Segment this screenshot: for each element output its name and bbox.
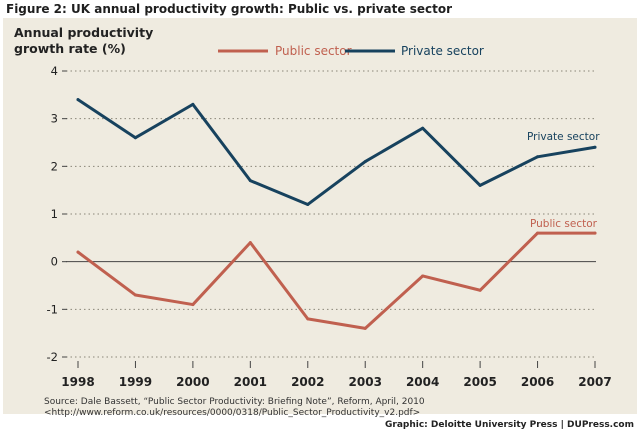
x-tick-label: 2002 <box>291 375 324 389</box>
chart-panel <box>3 18 637 414</box>
private-sector-line <box>76 98 597 206</box>
y-tick-label: 0 <box>51 255 58 269</box>
y-tick-label: 2 <box>51 159 58 173</box>
private-sector-point <box>306 202 310 206</box>
figure-title: Figure 2: UK annual productivity growth:… <box>6 2 452 16</box>
private-sector-point <box>133 136 137 140</box>
private-sector-annotation: Private sector <box>527 131 600 143</box>
legend-private-label: Private sector <box>401 44 484 58</box>
y-axis-label-line1: Annual productivity <box>14 25 153 40</box>
x-tick-label: 2004 <box>406 375 439 389</box>
public-sector-point <box>536 231 540 235</box>
private-sector-point <box>248 179 252 183</box>
series-lines <box>76 98 597 330</box>
x-tick-label: 1999 <box>119 375 152 389</box>
private-sector-point <box>76 98 80 102</box>
public-sector-point <box>421 274 425 278</box>
public-sector-point <box>593 231 597 235</box>
x-tick-label: 2005 <box>463 375 496 389</box>
y-axis-ticks: 4 3 2 1 0 -1 -2 <box>47 64 67 364</box>
private-sector-point <box>478 183 482 187</box>
x-tick-label: 2000 <box>176 375 209 389</box>
y-tick-label: -2 <box>47 350 58 364</box>
legend-public-label: Public sector <box>275 44 352 58</box>
x-axis-ticks: 1998 1999 2000 2001 2002 2003 2004 2005 2006 2007 <box>61 361 612 389</box>
public-sector-annotation: Public sector <box>530 218 598 230</box>
y-axis-label-line2: growth rate (%) <box>14 41 126 56</box>
y-tick-label: 4 <box>51 64 58 78</box>
private-sector-point <box>536 155 540 159</box>
y-tick-label: -1 <box>47 302 58 316</box>
public-sector-point <box>478 288 482 292</box>
graphic-credit: Graphic: Deloitte University Press | DUP… <box>385 420 634 430</box>
private-sector-point <box>191 102 195 106</box>
source-line-2: <http://www.reform.co.uk/resources/0000/… <box>44 408 420 418</box>
y-tick-label: 3 <box>51 112 58 126</box>
public-sector-line <box>76 231 597 330</box>
private-sector-point <box>421 126 425 130</box>
public-sector-point <box>76 250 80 254</box>
public-sector-point <box>133 293 137 297</box>
legend: Public sector Private sector <box>218 44 484 58</box>
private-sector-point <box>593 145 597 149</box>
x-tick-label: 1998 <box>61 375 94 389</box>
public-sector-point <box>306 317 310 321</box>
y-tick-label: 1 <box>51 207 58 221</box>
private-sector-point <box>363 160 367 164</box>
public-sector-point <box>363 326 367 330</box>
source-line-1: Source: Dale Bassett, “Public Sector Pro… <box>44 397 425 407</box>
public-sector-point <box>248 241 252 245</box>
x-tick-label: 2006 <box>521 375 554 389</box>
x-tick-label: 2003 <box>349 375 382 389</box>
gridlines <box>66 70 596 358</box>
public-sector-point <box>191 303 195 307</box>
x-tick-label: 2001 <box>234 375 267 389</box>
x-tick-label: 2007 <box>578 375 611 389</box>
